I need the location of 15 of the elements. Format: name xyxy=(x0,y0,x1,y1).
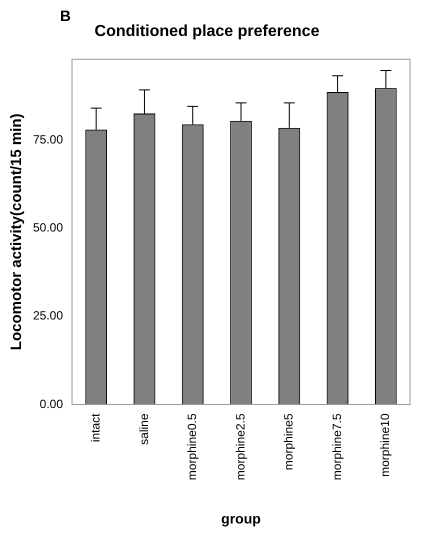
x-tick-label: morphine10 xyxy=(378,413,392,477)
y-tick-label: 0.00 xyxy=(40,396,64,411)
x-axis-title: group xyxy=(221,510,261,526)
y-tick-label: 50.00 xyxy=(33,220,64,235)
x-tick-label: morphine0.5 xyxy=(185,413,200,480)
y-tick-label: 75.00 xyxy=(33,132,64,147)
y-axis-title: Locomotor activity(count/15 min) xyxy=(8,113,26,350)
x-tick-label: morphine5 xyxy=(282,413,296,470)
text: B xyxy=(60,8,71,25)
chart-title: Conditioned place preference xyxy=(94,23,320,40)
x-tick-label: morphine7.5 xyxy=(330,413,344,480)
x-tick-label: saline xyxy=(136,413,151,445)
x-tick-label: intact xyxy=(88,412,102,442)
x-tick-label: morphine2.5 xyxy=(233,413,248,480)
y-tick-label: 25.00 xyxy=(33,308,64,323)
